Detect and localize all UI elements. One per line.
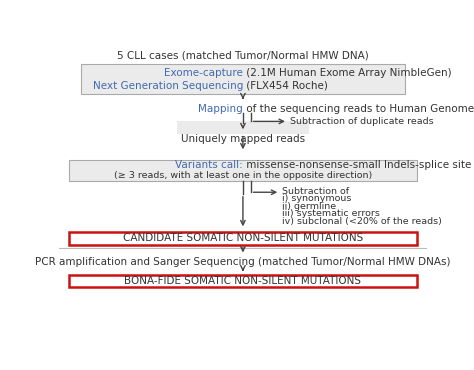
- Text: CANDIDATE SOMATIC NON-SILENT MUTATIONS: CANDIDATE SOMATIC NON-SILENT MUTATIONS: [123, 233, 363, 243]
- Text: iv) subclonal (<20% of the reads): iv) subclonal (<20% of the reads): [283, 217, 442, 226]
- Text: BONA-FIDE SOMATIC NON-SILENT MUTATIONS: BONA-FIDE SOMATIC NON-SILENT MUTATIONS: [124, 276, 361, 286]
- Text: Mapping: Mapping: [198, 104, 243, 114]
- Text: ii) germline: ii) germline: [283, 202, 337, 211]
- Text: Subtraction of duplicate reads: Subtraction of duplicate reads: [290, 117, 434, 126]
- Text: Subtraction of: Subtraction of: [283, 187, 350, 196]
- Text: iii) systematic errors: iii) systematic errors: [283, 209, 380, 218]
- Text: Variants call:: Variants call:: [175, 160, 243, 170]
- FancyBboxPatch shape: [69, 232, 417, 245]
- Text: (FLX454 Roche): (FLX454 Roche): [243, 81, 328, 91]
- Text: i) synonymous: i) synonymous: [283, 194, 352, 203]
- FancyBboxPatch shape: [177, 121, 309, 134]
- Text: (2.1M Human Exome Array NimbleGen): (2.1M Human Exome Array NimbleGen): [243, 68, 452, 78]
- Text: (≥ 3 reads, with at least one in the opposite direction): (≥ 3 reads, with at least one in the opp…: [114, 171, 372, 180]
- Text: Uniquely mapped reads: Uniquely mapped reads: [181, 134, 305, 144]
- Text: of the sequencing reads to Human Genome (hg18): of the sequencing reads to Human Genome …: [243, 104, 474, 114]
- Text: missense-nonsense-small Indels-splice site: missense-nonsense-small Indels-splice si…: [243, 160, 471, 170]
- FancyBboxPatch shape: [81, 64, 405, 94]
- Text: Next Generation Sequencing: Next Generation Sequencing: [92, 81, 243, 91]
- FancyBboxPatch shape: [69, 160, 417, 181]
- Text: 5 CLL cases (matched Tumor/Normal HMW DNA): 5 CLL cases (matched Tumor/Normal HMW DN…: [117, 51, 369, 61]
- Text: PCR amplification and Sanger Sequencing (matched Tumor/Normal HMW DNAs): PCR amplification and Sanger Sequencing …: [35, 256, 451, 266]
- FancyBboxPatch shape: [69, 275, 417, 287]
- Text: Exome-capture: Exome-capture: [164, 68, 243, 78]
